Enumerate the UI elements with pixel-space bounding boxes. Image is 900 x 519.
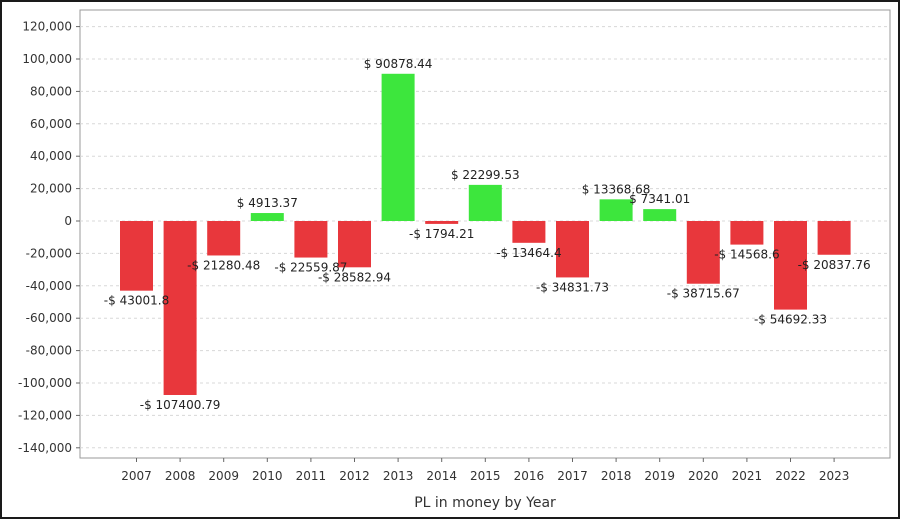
- x-tick-label: 2008: [165, 469, 196, 483]
- data-label: $ 13368.68: [582, 182, 651, 196]
- y-tick-label: 120,000: [22, 20, 72, 34]
- y-axis-ticks: 120,000 100,000 80,000 60,000 40,000 20,000 0 -…: [18, 20, 80, 455]
- bar-2021: [730, 221, 764, 245]
- y-tick-label: 80,000: [30, 84, 72, 98]
- data-label: -$ 1794.21: [409, 227, 474, 241]
- y-tick-label: -80,000: [26, 344, 72, 358]
- bars: [120, 73, 851, 395]
- x-tick-label: 2023: [819, 469, 850, 483]
- y-tick-label: 0: [64, 214, 72, 228]
- data-label: -$ 43001.8: [104, 294, 169, 308]
- y-tick-label: 100,000: [22, 52, 72, 66]
- bar-2009: [207, 221, 241, 256]
- bar-2011: [294, 221, 328, 258]
- x-tick-label: 2010: [252, 469, 283, 483]
- y-tick-label: 20,000: [30, 182, 72, 196]
- bar-2020: [686, 221, 720, 284]
- data-label: -$ 13464.4: [496, 246, 561, 260]
- bar-2007: [120, 221, 153, 291]
- bar-2008: [163, 221, 197, 395]
- data-label: -$ 38715.67: [667, 287, 740, 301]
- x-tick-label: 2007: [121, 469, 152, 483]
- data-label: -$ 14568.6: [714, 248, 779, 262]
- y-tick-label: -140,000: [18, 441, 72, 455]
- x-tick-label: 2013: [383, 469, 414, 483]
- x-tick-label: 2011: [296, 469, 327, 483]
- x-axis-title: PL in money by Year: [414, 495, 556, 511]
- y-tick-label: -120,000: [18, 408, 72, 422]
- x-tick-label: 2015: [470, 469, 501, 483]
- x-axis-ticks: 2007 2008 2009 2010 2011 2012 2013 2014 2015 2016…: [121, 458, 849, 483]
- x-tick-label: 2017: [557, 469, 588, 483]
- data-label: -$ 107400.79: [140, 398, 221, 412]
- x-tick-label: 2012: [339, 469, 370, 483]
- bar-2018: [599, 199, 633, 221]
- y-tick-label: 40,000: [30, 149, 72, 163]
- y-tick-label: -20,000: [26, 246, 72, 260]
- bar-2012: [338, 221, 371, 268]
- x-tick-label: 2021: [732, 469, 763, 483]
- x-tick-label: 2018: [601, 469, 632, 483]
- x-tick-label: 2014: [426, 469, 457, 483]
- data-label: $ 90878.44: [364, 57, 433, 71]
- bar-2019: [643, 209, 677, 221]
- x-tick-label: 2020: [688, 469, 719, 483]
- data-label: -$ 22559.87: [274, 261, 347, 275]
- y-tick-label: -60,000: [26, 311, 72, 325]
- x-tick-label: 2016: [514, 469, 545, 483]
- bar-2010: [250, 213, 284, 221]
- data-label: $ 4913.37: [237, 196, 298, 210]
- data-label: -$ 21280.48: [187, 258, 260, 272]
- data-label: -$ 20837.76: [798, 258, 871, 272]
- bar-2016: [512, 221, 546, 243]
- bar-2013: [381, 73, 415, 222]
- bar-2017: [556, 221, 589, 278]
- y-tick-label: 60,000: [30, 117, 72, 131]
- data-label: $ 22299.53: [451, 168, 520, 182]
- bar-2022: [774, 221, 807, 310]
- bar-2015: [468, 184, 502, 221]
- x-tick-label: 2009: [208, 469, 239, 483]
- data-label: -$ 34831.73: [536, 280, 609, 294]
- data-label: -$ 28582.94: [318, 270, 391, 284]
- y-tick-label: -100,000: [18, 376, 72, 390]
- data-label: -$ 54692.33: [754, 313, 827, 327]
- x-tick-label: 2019: [644, 469, 675, 483]
- bar-2023: [817, 221, 851, 255]
- y-tick-label: -40,000: [26, 279, 72, 293]
- data-label: $ 7341.01: [629, 192, 690, 206]
- plot-area: [79, 9, 891, 459]
- x-tick-label: 2022: [775, 469, 806, 483]
- bar-2014: [425, 221, 459, 224]
- data-labels: -$ 43001.8 -$ 107400.79 -$ 21280.48 $ 4913.…: [104, 57, 871, 412]
